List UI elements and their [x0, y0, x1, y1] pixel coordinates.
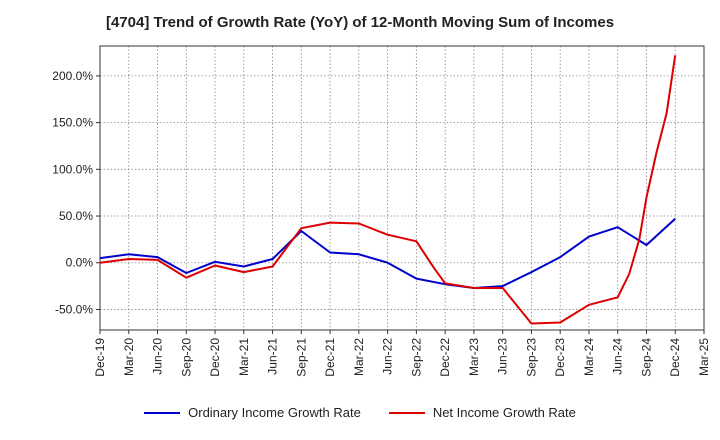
x-tick-label: Mar-20	[122, 338, 136, 376]
x-tick-label: Mar-24	[582, 338, 596, 376]
y-tick-label: 150.0%	[52, 116, 93, 130]
chart-title: [4704] Trend of Growth Rate (YoY) of 12-…	[105, 14, 615, 31]
x-tick-label: Mar-25	[697, 338, 711, 376]
legend-item-ordinary: Ordinary Income Growth Rate	[144, 405, 361, 420]
x-tick-label: Jun-20	[151, 338, 165, 375]
x-tick-label: Dec-22	[438, 338, 452, 377]
x-tick-label: Dec-19	[93, 338, 107, 377]
x-tick-label: Mar-21	[237, 338, 251, 376]
legend-swatch-ordinary	[144, 411, 181, 414]
plot-area	[99, 45, 705, 331]
x-tick-label: Sep-21	[294, 338, 308, 377]
x-tick-label: Jun-21	[266, 338, 280, 375]
series-line-net	[99, 55, 677, 325]
y-tick-label: 100.0%	[52, 162, 93, 176]
x-tick-label: Dec-20	[208, 338, 222, 377]
x-tick-label: Sep-20	[179, 338, 193, 377]
x-axis: Dec-19 Mar-20 Jun-20 Sep-20 Dec-20 Mar-21 Jun-…	[93, 330, 711, 377]
y-tick-label: 200.0%	[52, 69, 93, 83]
legend-swatch-net	[388, 411, 425, 414]
series-lines	[99, 55, 677, 325]
y-tick-label: 50.0%	[59, 209, 93, 223]
x-tick-label: Jun-23	[496, 338, 510, 375]
x-tick-label: Dec-21	[323, 338, 337, 377]
x-tick-label: Mar-22	[352, 338, 366, 376]
y-tick-label: -50.0%	[55, 302, 93, 316]
y-tick-label: 0.0%	[66, 256, 94, 270]
grid-lines	[99, 46, 705, 330]
x-tick-label: Dec-24	[668, 338, 682, 377]
y-axis: -50.0% 0.0% 50.0% 100.0% 150.0% 200.0%	[52, 69, 100, 316]
x-tick-label: Dec-23	[553, 338, 567, 377]
x-tick-label: Sep-23	[524, 338, 538, 377]
x-tick-label: Sep-22	[409, 338, 423, 377]
legend-label-net: Net Income Growth Rate	[432, 405, 576, 420]
x-tick-label: Jun-24	[611, 338, 625, 375]
series-line-ordinary	[99, 218, 676, 289]
x-tick-label: Mar-23	[467, 338, 481, 376]
legend: Ordinary Income Growth Rate Net Income G…	[0, 405, 720, 420]
legend-item-net: Net Income Growth Rate	[388, 405, 576, 420]
x-tick-label: Sep-24	[639, 338, 653, 377]
legend-label-ordinary: Ordinary Income Growth Rate	[188, 405, 361, 420]
x-tick-label: Jun-22	[381, 338, 395, 375]
